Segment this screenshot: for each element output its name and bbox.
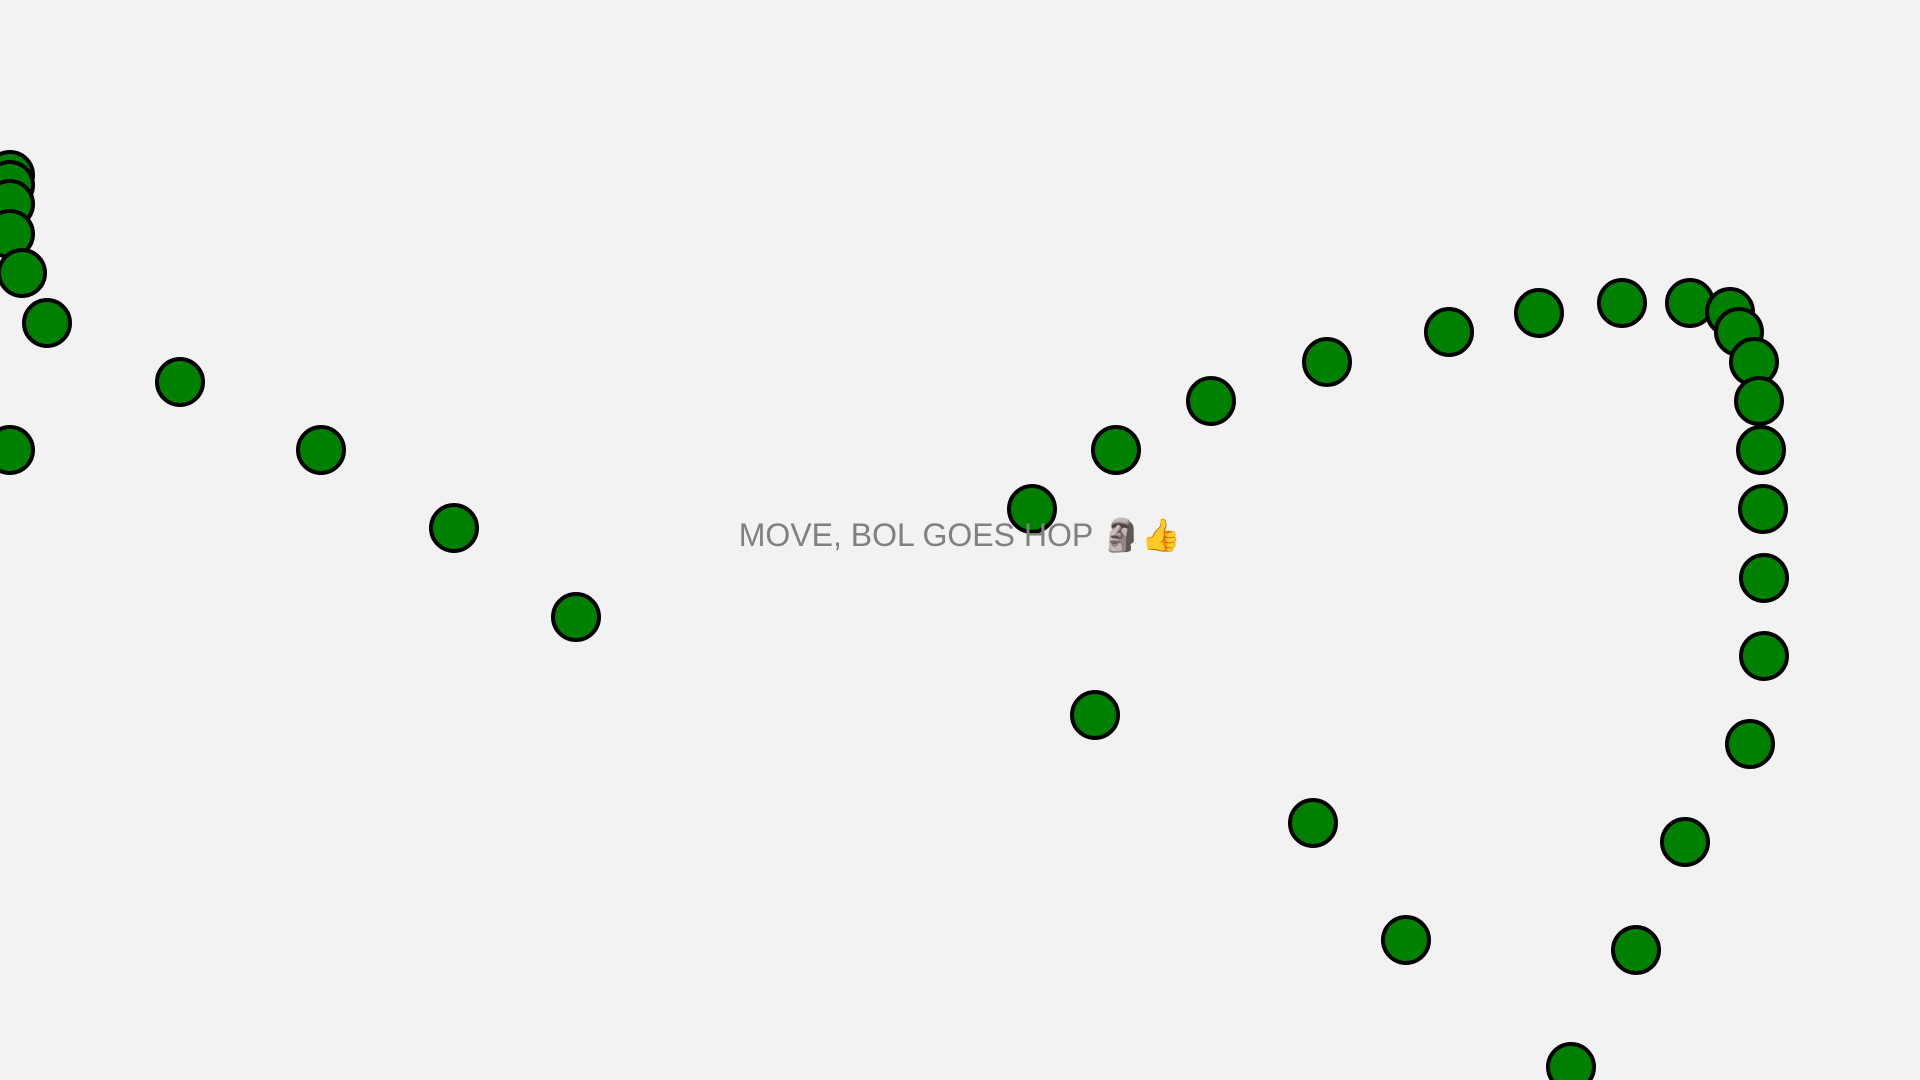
green-ball-icon (1660, 817, 1710, 867)
green-ball-icon (1514, 288, 1564, 338)
green-ball-icon (1546, 1042, 1596, 1080)
green-ball-icon (1007, 484, 1057, 534)
green-ball-icon (1725, 719, 1775, 769)
green-ball-icon (1381, 915, 1431, 965)
green-ball-icon (1070, 690, 1120, 740)
green-ball-icon (1302, 337, 1352, 387)
green-ball-icon (1611, 925, 1661, 975)
green-ball-icon (1739, 631, 1789, 681)
green-ball-icon (1736, 425, 1786, 475)
green-ball-icon (1738, 484, 1788, 534)
green-ball-icon (296, 425, 346, 475)
green-ball-icon (1739, 553, 1789, 603)
green-ball-icon (429, 503, 479, 553)
green-ball-icon (1734, 376, 1784, 426)
green-ball-icon (1597, 278, 1647, 328)
green-ball-icon (1091, 425, 1141, 475)
green-ball-icon (22, 298, 72, 348)
green-ball-icon (1424, 307, 1474, 357)
green-ball-icon (0, 248, 47, 298)
green-ball-icon (1186, 376, 1236, 426)
green-ball-icon (551, 592, 601, 642)
green-ball-icon (155, 357, 205, 407)
green-ball-icon (0, 425, 35, 475)
green-ball-icon (1288, 798, 1338, 848)
